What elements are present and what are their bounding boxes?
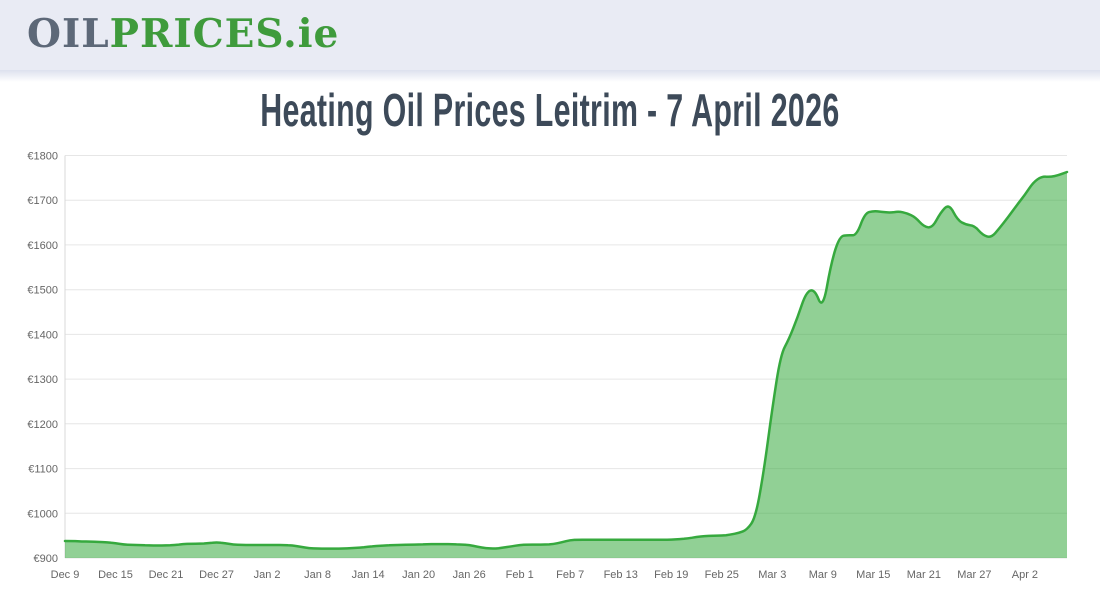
y-tick-label: €1000: [27, 508, 58, 520]
x-tick-label: Jan 26: [453, 569, 486, 581]
x-tick-label: Dec 9: [51, 569, 80, 581]
x-tick-label: Mar 21: [907, 569, 941, 581]
header-shadow: [0, 70, 1100, 82]
x-tick-label: Mar 3: [758, 569, 786, 581]
page-title-text: Heating Oil Prices Leitrim - 7 April 202…: [260, 84, 840, 136]
y-tick-label: €900: [34, 553, 58, 565]
logo-text-oil: OIL: [27, 11, 110, 57]
x-tick-label: Dec 27: [199, 569, 234, 581]
x-tick-label: Dec 15: [98, 569, 133, 581]
y-tick-label: €1800: [27, 151, 58, 163]
header-bar: OILPRICES.ie: [0, 0, 1100, 70]
x-tick-label: Feb 19: [654, 569, 688, 581]
x-tick-label: Feb 13: [604, 569, 638, 581]
x-tick-label: Mar 15: [856, 569, 890, 581]
site-logo[interactable]: OILPRICES.ie: [27, 10, 339, 58]
y-tick-label: €1100: [28, 464, 58, 476]
price-line[interactable]: [63, 170, 1069, 550]
x-tick-label: Feb 25: [705, 569, 739, 581]
y-tick-label: €1300: [27, 374, 58, 386]
y-tick-label: €1500: [27, 285, 58, 297]
y-tick-label: €1700: [27, 195, 58, 207]
y-tick-label: €1400: [27, 329, 58, 341]
x-tick-label: Jan 8: [304, 569, 331, 581]
x-tick-label: Feb 1: [506, 569, 534, 581]
chart-area-series[interactable]: [63, 170, 1069, 558]
page-title: Heating Oil Prices Leitrim - 7 April 202…: [0, 84, 1100, 136]
x-tick-label: Dec 21: [149, 569, 184, 581]
x-tick-label: Jan 2: [254, 569, 281, 581]
x-tick-label: Feb 7: [556, 569, 584, 581]
x-tick-label: Mar 9: [809, 569, 837, 581]
y-tick-label: €1600: [27, 240, 58, 252]
x-tick-label: Apr 2: [1012, 569, 1038, 581]
x-tick-label: Jan 20: [402, 569, 435, 581]
area-fill[interactable]: [65, 172, 1067, 558]
x-tick-label: Mar 27: [957, 569, 991, 581]
x-tick-label: Jan 14: [352, 569, 385, 581]
y-tick-label: €1200: [27, 419, 58, 431]
chart-y-axis-labels: €900 €1000 €1100 €1200 €1300 €1400 €1500 €1600 €…: [27, 151, 58, 566]
chart-x-axis-labels: Dec 9 Dec 15 Dec 21 Dec 27 Jan 2 Jan 8 Jan 14 J…: [51, 569, 1038, 581]
logo-text-prices: PRICES.ie: [109, 11, 340, 57]
